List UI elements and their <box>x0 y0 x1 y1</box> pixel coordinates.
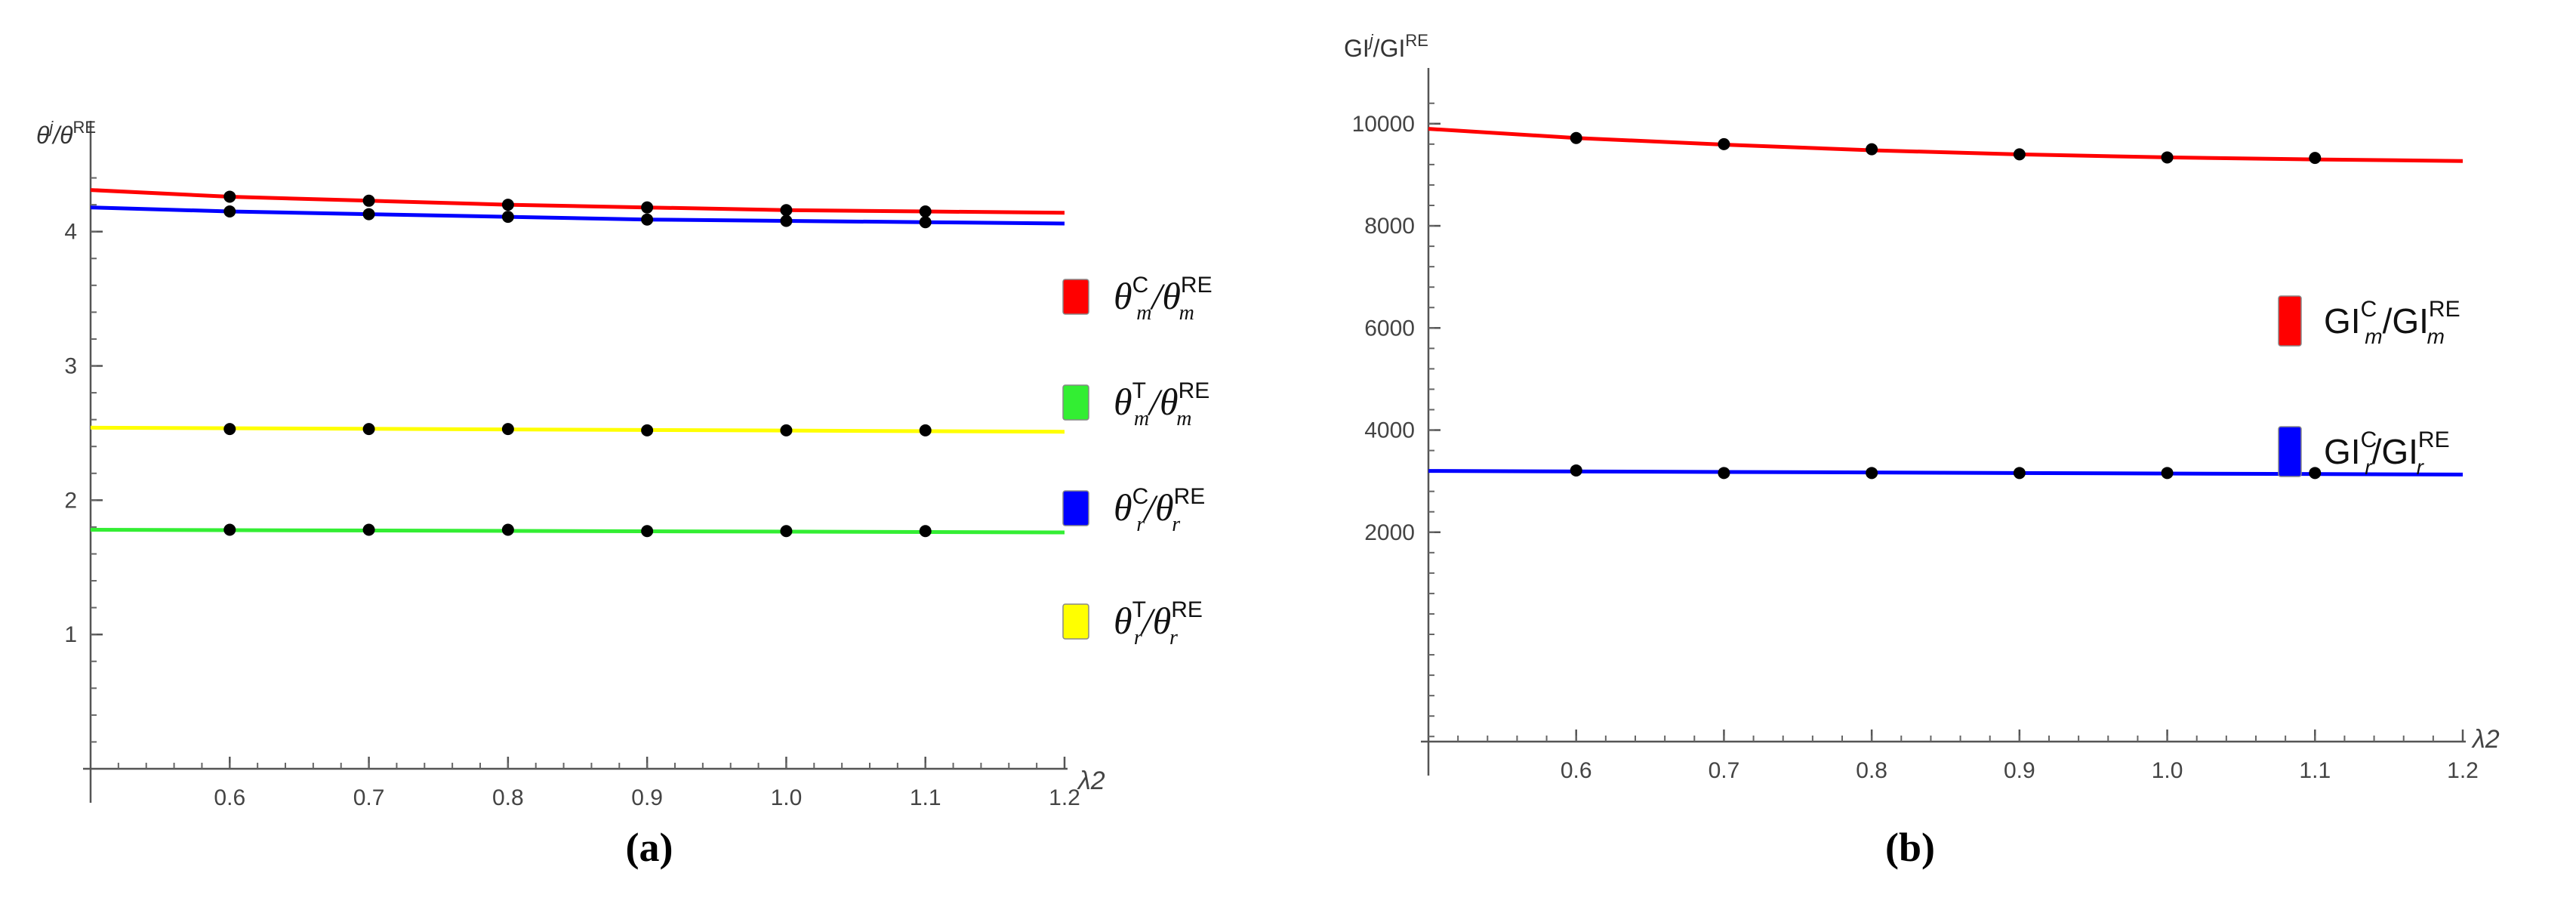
data-point <box>223 205 236 218</box>
y-tick-label: 1 <box>64 622 77 647</box>
x-tick-label: 0.8 <box>1856 758 1887 783</box>
y-tick-label: 4000 <box>1364 418 1415 443</box>
legend-swatch <box>1062 279 1089 315</box>
data-point <box>223 190 236 203</box>
series-line-3 <box>90 425 1065 434</box>
chart-panel-b: 0.6 0.7 0.8 0.9 1.0 1.1 1.2 2000 4000 6000 8000 100… <box>1344 31 2500 870</box>
data-point <box>919 525 932 538</box>
series-line-0 <box>90 188 1065 215</box>
data-point <box>1866 143 1878 156</box>
data-point <box>780 214 793 227</box>
x-axis-label: λ2 <box>2471 725 2500 754</box>
data-point <box>780 204 793 217</box>
y-tick-label: 3 <box>64 354 77 379</box>
data-point <box>362 423 375 436</box>
data-point <box>362 523 375 536</box>
x-tick-label: 0.9 <box>2004 758 2035 783</box>
y-tick-label: 4 <box>64 220 77 245</box>
data-point <box>223 523 236 536</box>
y-axis-label: θj/θRE <box>36 118 96 149</box>
y-tick-label: 6000 <box>1364 316 1415 341</box>
legend-swatch <box>1062 603 1089 640</box>
legend-label: θC r/θRE r <box>1114 484 1205 536</box>
y-tick-label: 8000 <box>1364 214 1415 239</box>
data-point <box>1718 137 1730 150</box>
data-point <box>501 423 514 436</box>
data-point <box>2161 151 2174 164</box>
data-point <box>919 216 932 229</box>
data-point <box>362 194 375 207</box>
data-point <box>2309 152 2322 165</box>
data-point <box>1570 464 1582 477</box>
data-point <box>501 211 514 224</box>
data-point <box>641 201 654 214</box>
x-tick-label: 0.7 <box>1709 758 1740 783</box>
data-point <box>1866 467 1878 480</box>
data-point <box>2013 148 2026 161</box>
data-point <box>919 205 932 218</box>
x-tick-label: 0.7 <box>353 785 385 810</box>
x-tick-label: 1.2 <box>2447 758 2479 783</box>
x-axis-label: λ2 <box>1077 767 1105 795</box>
y-tick-label: 2 <box>64 488 77 513</box>
data-point <box>2161 467 2174 480</box>
legend-swatch <box>1062 490 1089 526</box>
data-point <box>641 213 654 226</box>
legend-swatch <box>2278 295 2302 347</box>
legend-label: GIC r/GIRE r <box>2324 427 2450 479</box>
x-tick-label: 0.8 <box>492 785 524 810</box>
x-tick-label: 0.6 <box>1561 758 1592 783</box>
x-tick-label: 1.1 <box>2299 758 2331 783</box>
data-point <box>780 525 793 538</box>
data-point <box>1718 467 1730 480</box>
series-line-2 <box>90 205 1065 226</box>
data-point <box>501 199 514 211</box>
x-tick-label: 1.0 <box>771 785 803 810</box>
series-line-1 <box>1428 469 2464 477</box>
y-axis-label: GIj/GIRE <box>1344 31 1428 62</box>
legend-label: θT r/θRE r <box>1114 597 1203 649</box>
legend-label: GIC m/GIRE m <box>2324 297 2460 348</box>
y-tick-label: 10000 <box>1352 112 1415 137</box>
data-point <box>641 424 654 436</box>
legend-swatch <box>2278 426 2302 477</box>
legend-label: θT m/θRE m <box>1114 378 1209 430</box>
data-point <box>780 424 793 436</box>
data-point <box>362 208 375 221</box>
panel-caption: (a) <box>626 825 673 870</box>
data-point <box>1570 131 1582 144</box>
panel-caption: (b) <box>1885 825 1935 870</box>
legend-label: θC m/θRE m <box>1114 273 1213 325</box>
x-tick-label: 1.1 <box>910 785 941 810</box>
series-line-0 <box>1428 127 2464 163</box>
y-tick-label: 2000 <box>1364 520 1415 545</box>
data-point <box>2309 467 2322 480</box>
x-tick-label: 1.0 <box>2152 758 2183 783</box>
data-point <box>223 423 236 436</box>
chart-panel-a: 0.6 0.7 0.8 0.9 1.0 1.1 1.2 1 2 3 4 θj/θRE λ2 θC m/θRE… <box>36 118 1213 870</box>
x-tick-label: 1.2 <box>1049 785 1080 810</box>
legend-swatch <box>1062 384 1089 421</box>
data-point <box>2013 467 2026 480</box>
x-tick-label: 0.6 <box>214 785 245 810</box>
data-point <box>501 523 514 536</box>
data-point <box>919 424 932 436</box>
series-line-1 <box>90 528 1065 535</box>
data-point <box>641 525 654 538</box>
x-tick-label: 0.9 <box>631 785 663 810</box>
